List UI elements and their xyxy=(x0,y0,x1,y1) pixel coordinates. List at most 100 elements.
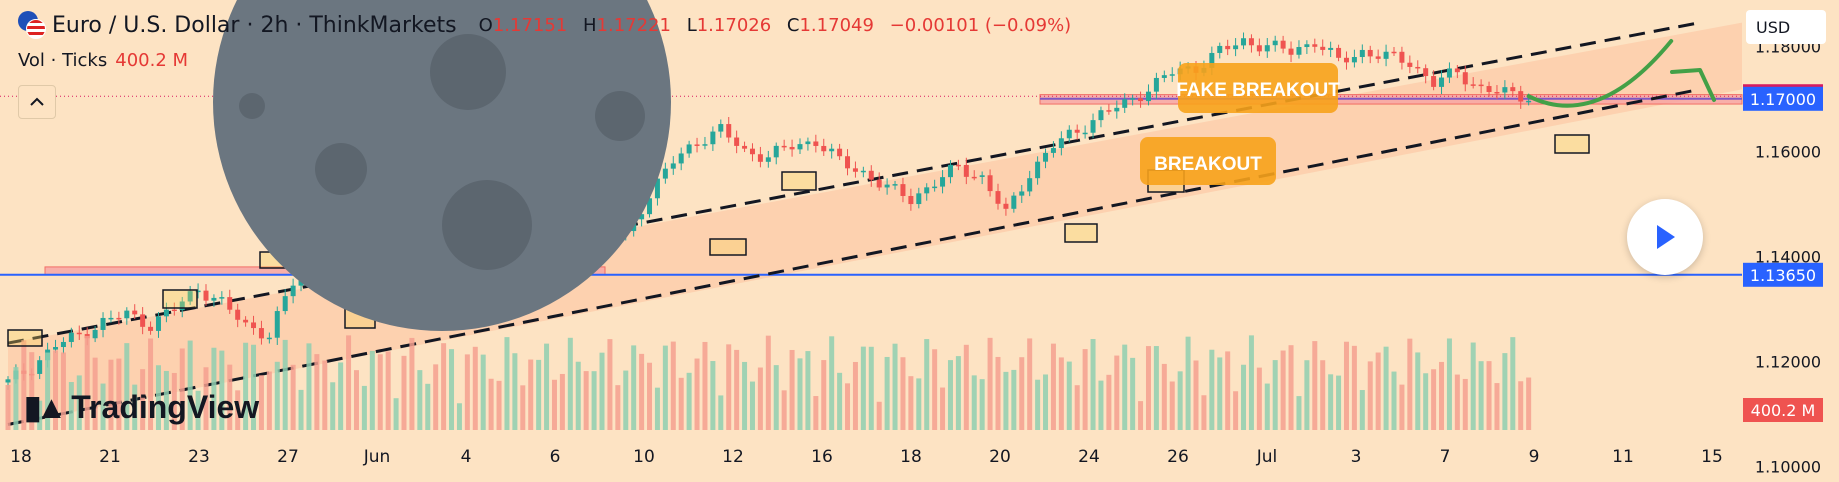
candle-body xyxy=(1328,47,1334,50)
highlight-box xyxy=(1554,134,1590,154)
volume-bar xyxy=(1043,374,1049,430)
candle-body xyxy=(68,332,74,342)
volume-bar xyxy=(837,372,843,430)
volume-bar xyxy=(947,360,953,430)
replay-play-button[interactable] xyxy=(1627,199,1703,275)
volume-bar xyxy=(187,340,193,430)
candle-body xyxy=(124,310,130,319)
volume-label[interactable]: Vol · Ticks xyxy=(18,50,108,71)
volume-bar xyxy=(544,343,550,430)
change-value: −0.00101 (−0.09%) xyxy=(889,14,1072,36)
candle-body xyxy=(1343,57,1349,63)
annotation-breakout: BREAKOUT xyxy=(1140,137,1276,185)
candle-body xyxy=(155,316,161,331)
candle-body xyxy=(60,341,66,348)
candle-body xyxy=(789,146,795,150)
volume-bar xyxy=(203,367,209,430)
open-value: 1.17151 xyxy=(492,14,568,36)
volume-bar xyxy=(385,351,391,430)
volume-bar xyxy=(892,343,898,430)
volume-axis-label-text: 400.2 M xyxy=(1751,401,1816,420)
candle-body xyxy=(1027,178,1033,192)
candle-body xyxy=(76,332,82,335)
volume-bar xyxy=(441,343,447,430)
close-value: 1.17049 xyxy=(799,14,874,36)
volume-bar xyxy=(1082,349,1088,430)
volume-bar xyxy=(670,341,676,430)
annotation-label: BREAKOUT xyxy=(1154,154,1262,175)
volume-bar xyxy=(1375,352,1381,430)
volume-bar xyxy=(1066,361,1072,430)
moon-decoration xyxy=(213,0,671,331)
volume-bar xyxy=(1454,374,1460,430)
currency-selector[interactable]: USD xyxy=(1746,10,1826,44)
symbol-title[interactable]: Euro / U.S. Dollar · 2h · ThinkMarkets xyxy=(52,12,457,38)
volume-bar xyxy=(1280,350,1286,430)
moon-crater xyxy=(239,93,265,119)
candle-body xyxy=(932,186,938,189)
volume-bar xyxy=(1391,371,1397,430)
y-tick-label: 1.14000 xyxy=(1755,247,1821,266)
candle-body xyxy=(726,124,732,138)
volume-bar xyxy=(1518,381,1524,430)
volume-bar xyxy=(425,383,431,430)
moon-crater xyxy=(315,143,367,195)
volume-legend: Vol · Ticks 400.2 M xyxy=(18,50,188,71)
price-axis-label-text: 1.17000 xyxy=(1750,90,1816,109)
collapse-legend-button[interactable] xyxy=(18,85,56,119)
candle-body xyxy=(1280,40,1286,49)
volume-bar xyxy=(219,350,225,430)
volume-bar xyxy=(132,384,138,430)
volume-bar xyxy=(68,382,74,430)
annotation-box xyxy=(1140,137,1276,185)
candle-body xyxy=(116,317,122,320)
candle-body xyxy=(742,145,748,149)
candle-body xyxy=(235,309,241,320)
volume-bar xyxy=(900,357,906,430)
volume-bar xyxy=(361,385,367,430)
volume-bar xyxy=(449,349,455,430)
volume-bar xyxy=(243,342,249,430)
candle-body xyxy=(266,337,272,340)
price-axis-label-text: 1.13650 xyxy=(1750,266,1816,285)
volume-bar xyxy=(100,383,106,430)
volume-bar xyxy=(1462,378,1468,430)
low-value: 1.17026 xyxy=(696,14,772,36)
high-key: H xyxy=(582,14,597,36)
candle-body xyxy=(108,317,114,320)
volume-bar xyxy=(567,337,573,430)
x-tick-label: 6 xyxy=(550,447,561,467)
candle-body xyxy=(163,309,169,317)
projection-arrowhead xyxy=(1670,68,1716,102)
volume-bar xyxy=(346,335,352,430)
x-tick-label: 10 xyxy=(633,447,655,467)
volume-bar xyxy=(1264,383,1270,430)
candle-body xyxy=(1336,47,1342,58)
moon-crater xyxy=(595,91,645,141)
volume-bar xyxy=(916,378,922,430)
volume-bar xyxy=(1185,336,1191,430)
candle-body xyxy=(765,157,771,162)
volume-bar xyxy=(163,370,169,430)
volume-bar xyxy=(710,361,716,430)
volume-bar xyxy=(1359,390,1365,430)
volume-bar xyxy=(290,364,296,430)
candle-body xyxy=(821,145,827,152)
volume-bar xyxy=(694,358,700,430)
candle-body xyxy=(1391,51,1397,54)
projection-arrow xyxy=(1526,39,1674,108)
annotation-box xyxy=(1178,63,1338,113)
volume-bar xyxy=(1248,335,1254,430)
candle-body xyxy=(1209,52,1215,68)
volume-bar xyxy=(53,350,59,430)
volume-bar xyxy=(306,343,312,430)
x-tick-label: 21 xyxy=(99,447,121,467)
candle-body xyxy=(219,297,225,299)
volume-bar xyxy=(718,395,724,430)
candle-body xyxy=(654,178,660,199)
candle-body xyxy=(876,179,882,188)
volume-bar xyxy=(504,337,510,430)
volume-bar xyxy=(76,375,82,430)
volume-bar xyxy=(258,375,264,430)
